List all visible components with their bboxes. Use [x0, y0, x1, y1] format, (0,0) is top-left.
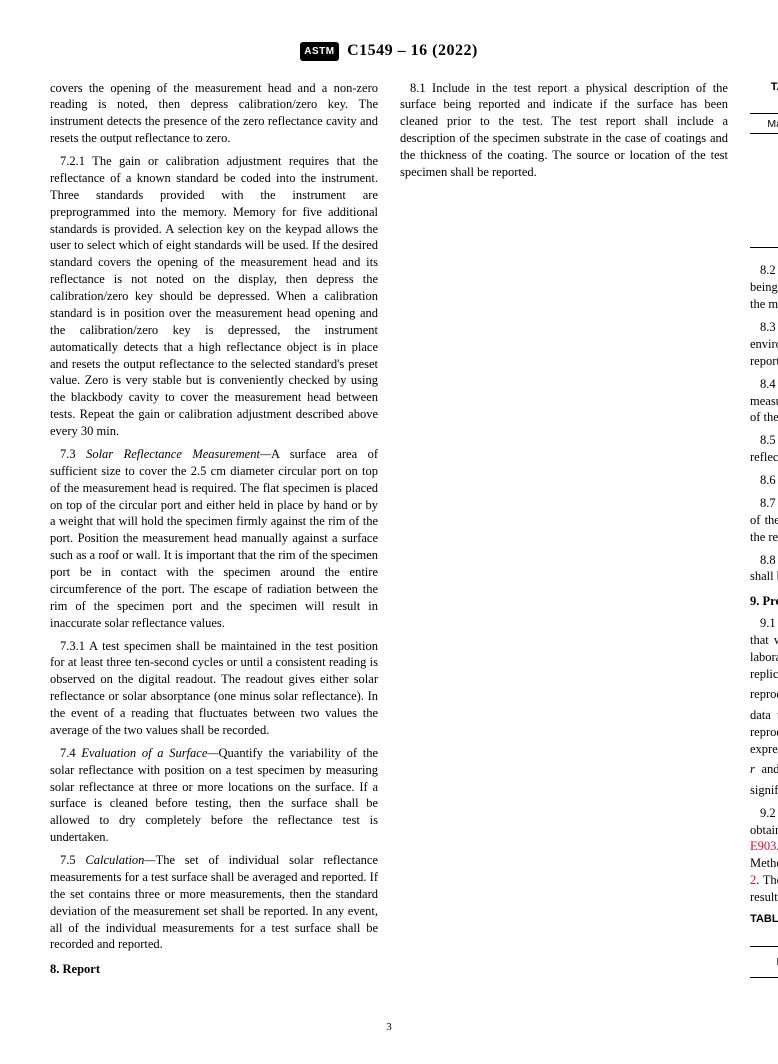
table-row: E49.530.120.460.341.27	[750, 199, 778, 215]
table1: Material Average Sr SR r R A5.790.100.15…	[750, 113, 778, 248]
para-7-2-1: 7.2.1 The gain or calibration adjustment…	[50, 153, 378, 440]
para-8-2: 8.2 Include in the test report the manuf…	[750, 262, 778, 313]
para-8-3: 8.3 The temperature and relative humidit…	[750, 319, 778, 370]
table-cell: A	[750, 134, 778, 151]
page-number: 3	[50, 1020, 728, 1035]
para-7-2-cont: covers the opening of the measurement he…	[50, 80, 378, 148]
table2-header-row: Material E903 C1549 C1549 –E903	[750, 946, 778, 977]
para-7-4: 7.4 Evaluation of a Surface—Quantify the…	[50, 745, 378, 846]
page-header: ASTM C1549 – 16 (2022)	[50, 40, 728, 62]
para-7-5: 7.5 Calculation—The set of individual so…	[50, 852, 378, 953]
table-cell: C	[750, 167, 778, 183]
para-9-1: 9.1 Precision—Precision statistics for s…	[750, 615, 778, 799]
table-row: B13.850.060.170.170.48	[750, 150, 778, 166]
table-cell: E	[750, 199, 778, 215]
table-row: A6.05.8-0.2	[750, 977, 778, 994]
table-row: G84.690.210.430.591.21	[750, 231, 778, 248]
heading-7-4: Evaluation of a Surface—	[81, 746, 218, 760]
designation: C1549 – 16 (2022)	[347, 42, 478, 59]
section-8-title: 8. Report	[50, 961, 378, 978]
table1-header-row: Material Average Sr SR r R	[750, 114, 778, 134]
heading-7-3: Solar Reflectance Measurement—	[86, 447, 271, 461]
heading-7-5: Calculation—	[85, 853, 155, 867]
table-cell: G	[750, 231, 778, 248]
para-8-1: 8.1 Include in the test report a physica…	[400, 80, 728, 181]
para-8-5: 8.5 The air mass to be associated with t…	[750, 432, 778, 466]
table2-title: TABLE 2 Bias of Test Method C1549 for So…	[750, 912, 778, 942]
table-row: A5.790.100.150.290.43	[750, 134, 778, 151]
table1-col-material: Material	[750, 114, 778, 134]
para-9-2: 9.2 Bias—Solar reflectance values at air…	[750, 805, 778, 906]
table-cell: A	[750, 977, 778, 994]
table-row: C28.930.170.720.472.01	[750, 167, 778, 183]
table-row: F76.000.140.510.381.42	[750, 215, 778, 231]
table-cell: F	[750, 215, 778, 231]
section-9-title: 9. Precision and Bias	[750, 593, 778, 610]
table1-title: TABLE 1 Solar Reflectances (%) of Roofin…	[750, 80, 778, 110]
table-row: D35.570.150.230.410.65	[750, 183, 778, 199]
para-8-4: 8.4 The measured solar reflectances, ari…	[750, 376, 778, 427]
para-8-8: 8.8 An estimated uncertainty in the repo…	[750, 552, 778, 586]
ref-e903-a[interactable]: E903	[750, 839, 776, 853]
text-columns: covers the opening of the measurement he…	[50, 80, 728, 1010]
para-8-6: 8.6 The date of the test shall be report…	[750, 472, 778, 489]
table-cell: D	[750, 183, 778, 199]
para-7-3-1: 7.3.1 A test specimen shall be maintaine…	[50, 638, 378, 739]
table2-col-material: Material	[750, 946, 778, 977]
para-8-7: 8.7 A statement of compliance with this …	[750, 495, 778, 546]
para-7-3: 7.3 Solar Reflectance Measurement—A surf…	[50, 446, 378, 632]
table-cell: B	[750, 150, 778, 166]
astm-logo: ASTM	[300, 42, 338, 62]
